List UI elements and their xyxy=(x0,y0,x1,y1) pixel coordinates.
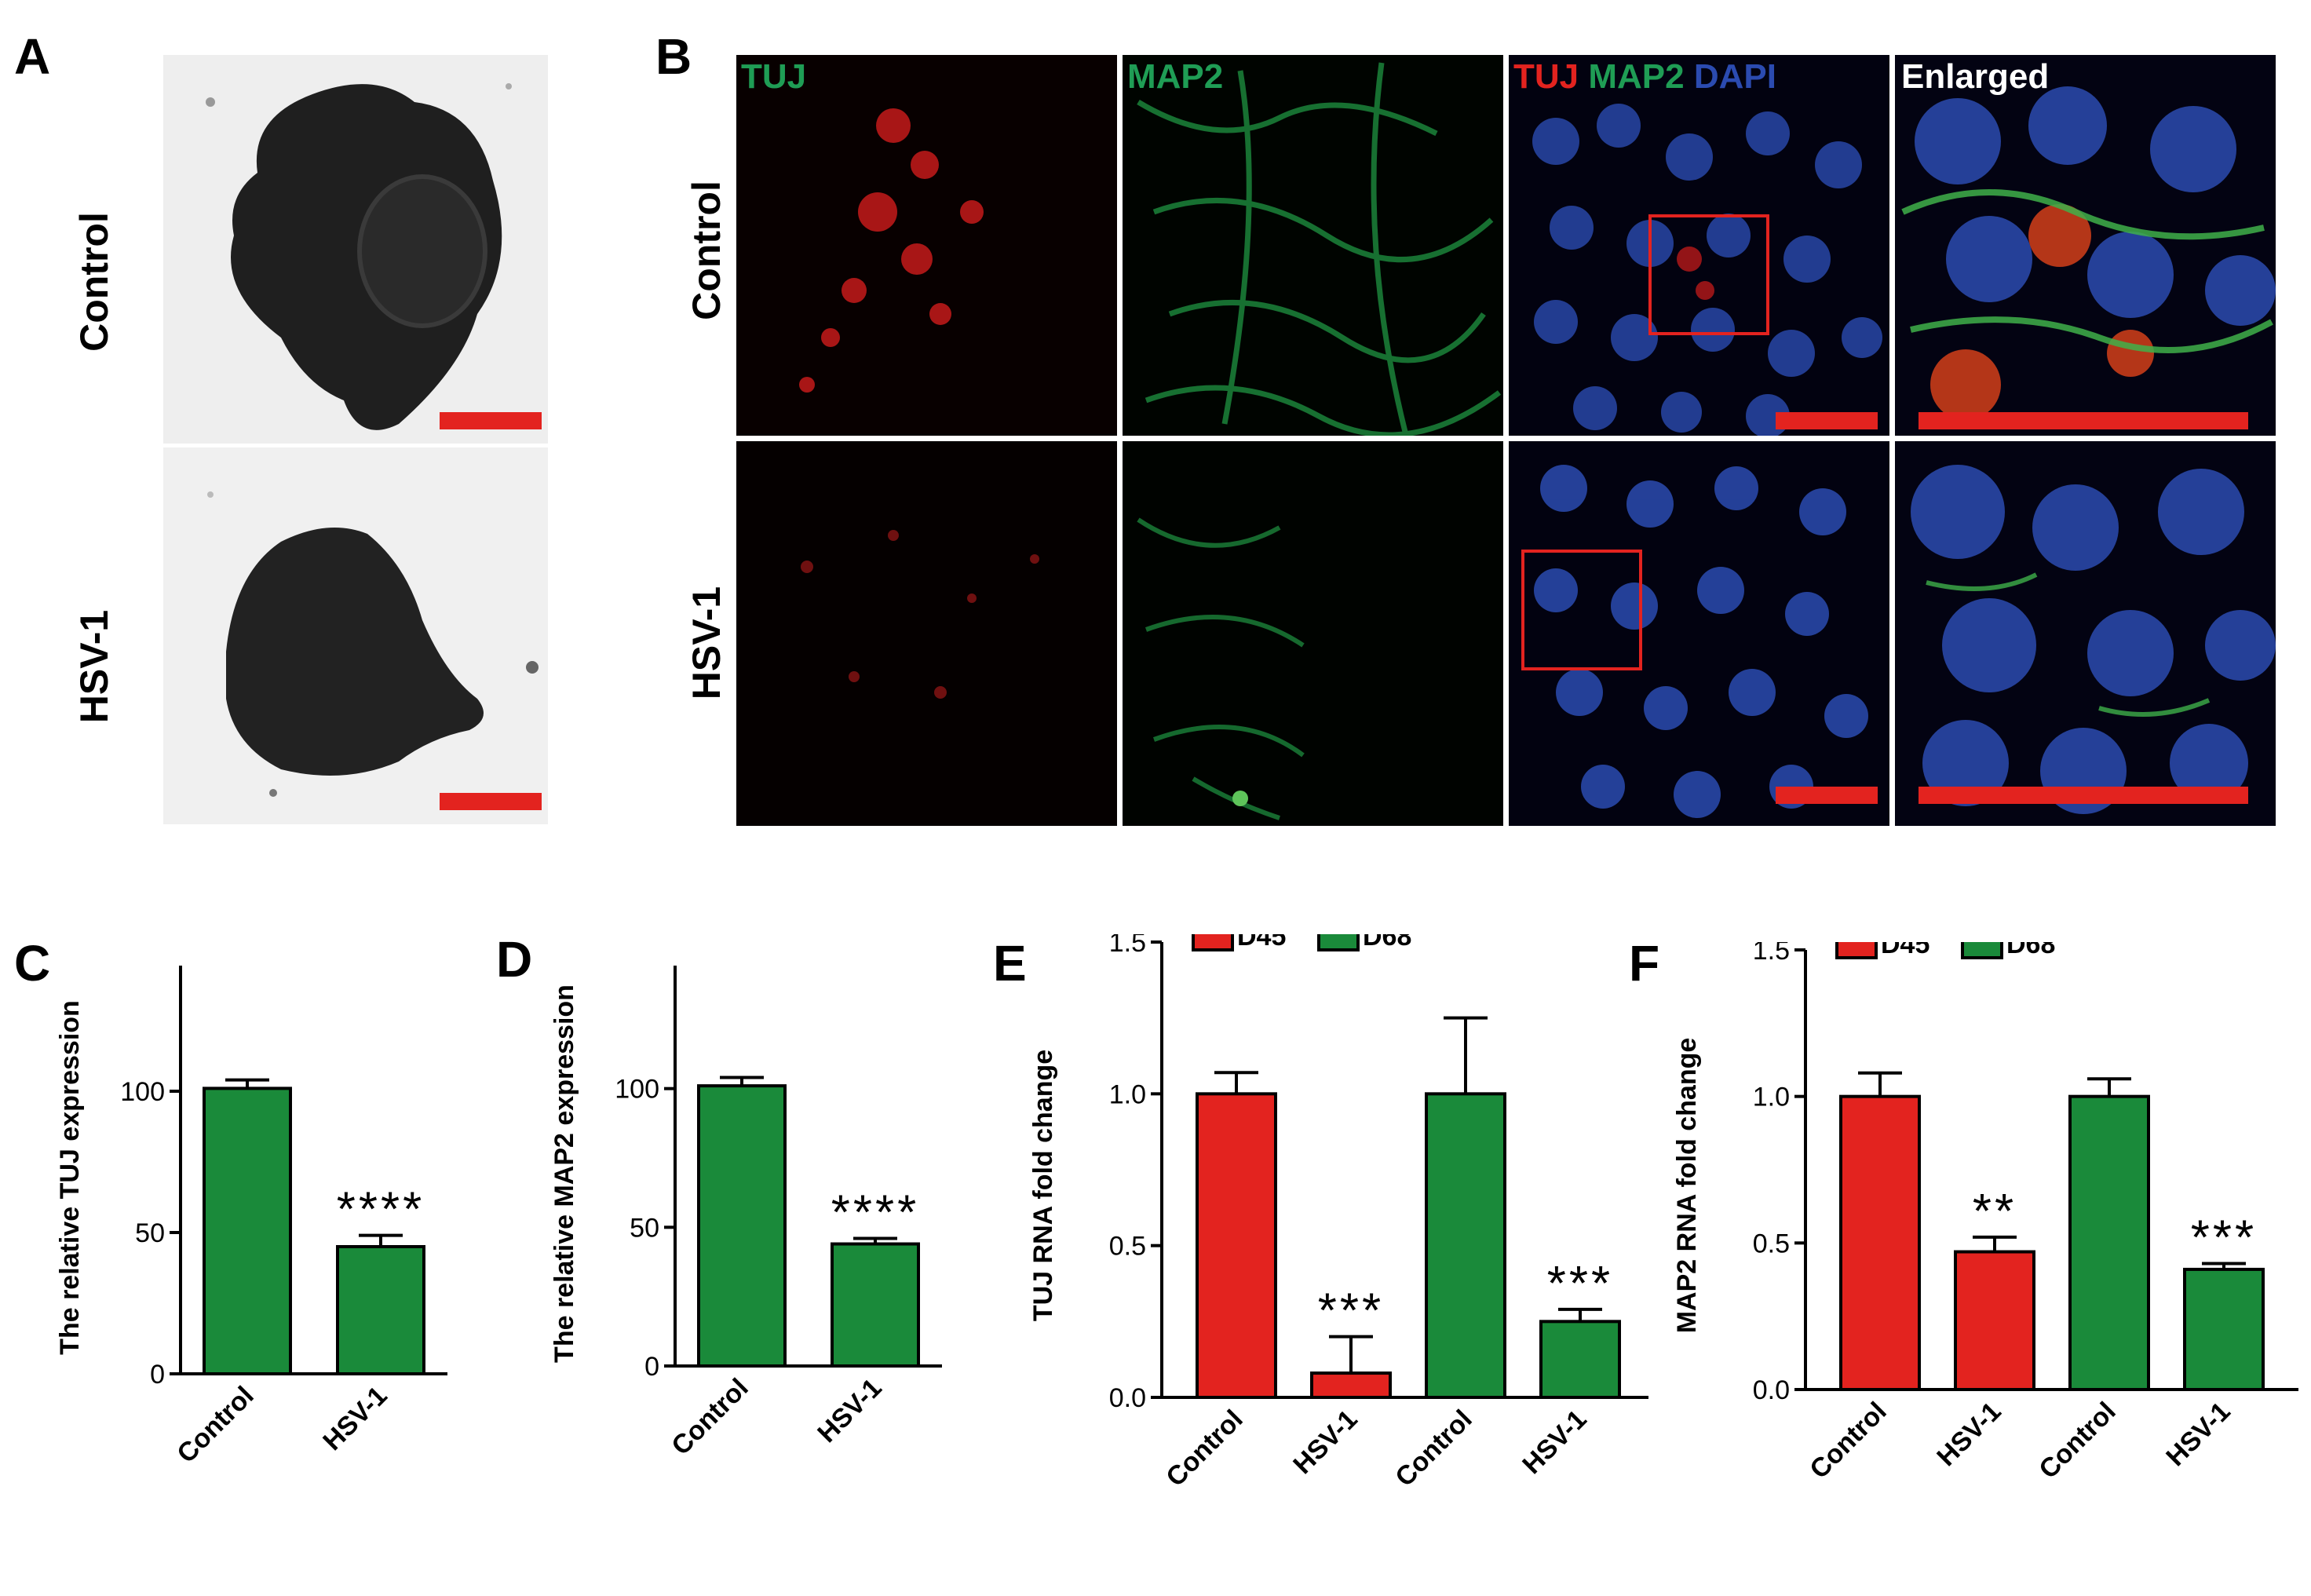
x-tick-label: Control xyxy=(1804,1397,1892,1485)
x-tick-label: HSV-1 xyxy=(812,1373,887,1448)
legend-swatch xyxy=(1961,942,2003,959)
channel-label-merge-tuj: TUJ xyxy=(1513,57,1579,96)
bar xyxy=(697,1084,787,1368)
panel-letter-e: E xyxy=(993,935,1027,992)
bar xyxy=(2183,1267,2265,1391)
micrograph-control-enlarged: Enlarged xyxy=(1895,55,2276,436)
panel-b-row-label-hsv1: HSV-1 xyxy=(685,586,728,700)
y-tick-label: 1.0 xyxy=(1753,1083,1790,1112)
organoid-control-illustration xyxy=(163,55,548,444)
micrograph-control-merge: TUJ MAP2 DAPI xyxy=(1509,55,1889,436)
bar xyxy=(1839,1094,1921,1392)
legend-swatch xyxy=(1835,942,1878,959)
y-tick-label: 0 xyxy=(644,1352,659,1382)
panel-letter-f: F xyxy=(1629,935,1660,992)
x-tick-label: HSV-1 xyxy=(1931,1397,2006,1472)
y-tick-label: 50 xyxy=(135,1218,165,1248)
significance-marker: **** xyxy=(337,1183,425,1237)
bar-chart-d: 050100150The relative MAP2 expressionCon… xyxy=(549,966,942,1461)
bar xyxy=(1310,1371,1392,1399)
panel-b-row-label-control: Control xyxy=(685,181,728,320)
y-tick-label: 100 xyxy=(120,1077,165,1107)
y-tick-label: 100 xyxy=(615,1075,659,1105)
legend-swatch xyxy=(1317,934,1360,951)
x-tick-label: Control xyxy=(1389,1404,1477,1492)
y-axis-label: MAP2 RNA fold change xyxy=(1672,1038,1702,1334)
bar-chart-e: 0.0 0.5 1.0 1.5 TUJ RNA fold change Control **… xyxy=(1028,934,1648,1492)
panel-a-row-label-control: Control xyxy=(72,212,116,352)
scale-bar-b-control-enlarged xyxy=(1919,412,2248,429)
panel-letter-d: D xyxy=(496,931,533,988)
panel-letter-a: A xyxy=(14,28,51,85)
bar xyxy=(2068,1094,2150,1392)
channel-label-merge: TUJ MAP2 DAPI xyxy=(1513,60,1776,94)
y-tick-label: 0.0 xyxy=(1109,1383,1146,1413)
significance-marker: *** xyxy=(2191,1211,2257,1265)
scale-bar-b-hsv1-merge xyxy=(1776,787,1878,804)
x-tick-label: Control xyxy=(2033,1397,2121,1485)
panel-a-row-label-hsv1: HSV-1 xyxy=(72,609,116,724)
y-tick-label: 50 xyxy=(630,1213,659,1243)
panel-letter-b: B xyxy=(655,28,692,85)
x-tick-label: Control xyxy=(666,1373,754,1461)
y-axis-label: TUJ RNA fold change xyxy=(1028,1050,1058,1321)
scale-bar-a-control xyxy=(440,412,542,429)
panel-letter-c: C xyxy=(14,935,51,992)
y-tick-label: 1.0 xyxy=(1109,1079,1146,1109)
y-tick-label: 1.5 xyxy=(1109,934,1146,958)
y-tick-label: 0.5 xyxy=(1109,1232,1146,1262)
channel-label-map2: MAP2 xyxy=(1127,57,1224,96)
scale-bar-a-hsv1 xyxy=(440,793,542,810)
channel-label-merge-map2: MAP2 xyxy=(1588,57,1685,96)
x-tick-label: HSV-1 xyxy=(1517,1404,1592,1480)
organoid-hsv1-illustration xyxy=(163,447,548,824)
significance-marker: *** xyxy=(1547,1257,1613,1311)
x-tick-label: HSV-1 xyxy=(317,1381,392,1456)
legend-swatch xyxy=(1192,934,1234,951)
bar xyxy=(831,1242,920,1368)
x-tick-label: HSV-1 xyxy=(2160,1397,2236,1472)
scale-bar-b-hsv1-enlarged xyxy=(1919,787,2248,804)
micrograph-control-tuj xyxy=(736,55,1117,436)
legend-label: D68 xyxy=(1363,934,1411,951)
significance-marker: ** xyxy=(1973,1185,2017,1239)
scale-bar-b-control-merge xyxy=(1776,412,1878,429)
y-axis-label: The relative TUJ expression xyxy=(55,1000,85,1355)
y-axis-label: The relative MAP2 expression xyxy=(549,984,579,1363)
micrograph-hsv1-tuj xyxy=(736,441,1117,826)
x-tick-label: HSV-1 xyxy=(1287,1404,1363,1480)
y-tick-label: 0 xyxy=(150,1360,165,1390)
brightfield-image-control xyxy=(163,55,548,444)
brightfield-image-hsv1 xyxy=(163,447,548,824)
y-tick-label: 1.5 xyxy=(1753,942,1790,966)
legend-label: D45 xyxy=(1237,934,1286,951)
bar xyxy=(203,1087,292,1375)
legend-label: D68 xyxy=(2006,942,2055,959)
bar xyxy=(1539,1320,1621,1400)
y-tick-label: 0.0 xyxy=(1753,1375,1790,1405)
bar-chart-c: 050100150The relative TUJ expressionCont… xyxy=(55,966,447,1469)
bar xyxy=(1196,1092,1277,1399)
bar xyxy=(336,1245,425,1375)
x-tick-label: Control xyxy=(1160,1404,1248,1492)
bar-chart-f: 0.0 0.5 1.0 1.5 MAP2 RNA fold change Control *… xyxy=(1672,942,2298,1485)
micrograph-control-map2: MAP2 xyxy=(1123,55,1503,436)
micrograph-hsv1-map2 xyxy=(1123,441,1503,826)
legend-label: D45 xyxy=(1881,942,1929,959)
channel-label-merge-dapi: DAPI xyxy=(1693,57,1776,96)
channel-label-tuj: TUJ xyxy=(741,57,807,96)
bar xyxy=(1954,1250,2035,1391)
channel-label-enlarged: Enlarged xyxy=(1901,57,2050,96)
y-tick-label: 0.5 xyxy=(1753,1229,1790,1258)
micrograph-hsv1-merge xyxy=(1509,441,1889,826)
x-tick-label: Control xyxy=(171,1381,259,1469)
significance-marker: *** xyxy=(1318,1284,1384,1339)
significance-marker: **** xyxy=(831,1185,920,1240)
micrograph-hsv1-enlarged xyxy=(1895,441,2276,826)
bar xyxy=(1425,1092,1506,1399)
